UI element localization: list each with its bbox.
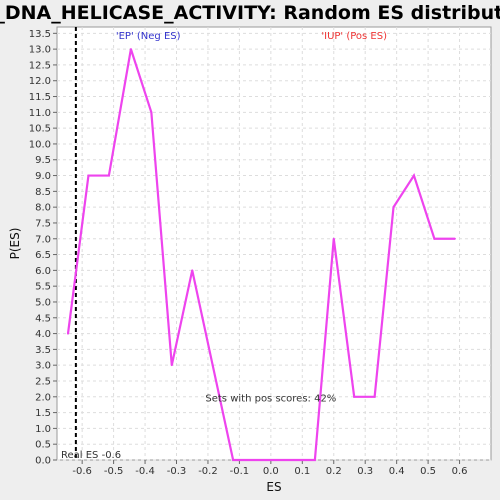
y-axis: 0.0 0.5 1.0 1.5 2.0 2.5 3.0 3.5 4.0 4.5 5.0 5.5 6.0 6…	[29, 29, 57, 467]
y-tick-label: 5.0	[35, 297, 51, 308]
x-axis: -0.6 -0.5 -0.4 -0.3 -0.2 -0.1 0.0 0.1 0.2 0.3 0.4 0…	[72, 460, 468, 477]
y-tick-label: 12.0	[29, 76, 51, 87]
y-tick-label: 9.0	[35, 171, 51, 182]
y-tick-label: 7.0	[35, 234, 51, 245]
y-tick-label: 9.5	[35, 155, 51, 166]
y-tick-label: 3.5	[35, 345, 51, 356]
y-tick-label: 0.0	[35, 456, 51, 467]
data-point	[170, 364, 173, 367]
data-point	[232, 459, 235, 461]
data-point	[191, 269, 194, 272]
y-tick-label: 13.0	[29, 45, 51, 56]
data-point	[313, 459, 316, 461]
x-tick-label: 0.5	[420, 466, 436, 477]
data-point	[433, 237, 436, 240]
data-point	[211, 364, 214, 367]
data-point	[412, 174, 415, 177]
y-tick-label: 2.0	[35, 392, 51, 403]
y-tick-label: 4.0	[35, 329, 51, 340]
x-tick-label: 0.4	[389, 466, 405, 477]
y-tick-label: 7.5	[35, 218, 51, 229]
y-tick-label: 2.5	[35, 376, 51, 387]
x-tick-label: -0.4	[135, 466, 155, 477]
x-tick-label: 0.3	[357, 466, 373, 477]
x-axis-label: ES	[266, 480, 281, 494]
data-point	[150, 111, 153, 114]
data-point	[87, 174, 90, 177]
grid	[57, 27, 491, 461]
y-tick-label: 5.5	[35, 282, 51, 293]
series-group	[66, 48, 456, 462]
y-tick-label: 13.5	[29, 29, 51, 40]
y-tick-label: 8.5	[35, 187, 51, 198]
data-point	[373, 395, 376, 398]
series-line	[66, 48, 455, 462]
y-tick-label: 11.0	[29, 108, 51, 119]
data-point	[353, 395, 356, 398]
data-point	[332, 237, 335, 240]
pos-scores-annotation: Sets with pos scores: 42%	[205, 394, 336, 405]
data-point	[252, 459, 255, 461]
x-tick-label: -0.5	[104, 466, 124, 477]
y-tick-label: 4.5	[35, 313, 51, 324]
x-tick-label: -0.3	[167, 466, 187, 477]
x-tick-label: 0.0	[263, 466, 279, 477]
pos-es-label: 'IUP' (Pos ES)	[321, 31, 387, 42]
y-tick-label: 0.5	[35, 440, 51, 451]
data-point	[453, 237, 456, 240]
y-tick-label: 3.0	[35, 361, 51, 372]
y-tick-label: 10.5	[29, 124, 51, 135]
y-tick-label: 10.0	[29, 139, 51, 150]
x-tick-label: -0.1	[230, 466, 250, 477]
x-tick-label: 0.2	[326, 466, 342, 477]
y-axis-label: P(ES)	[8, 228, 22, 260]
data-point	[293, 459, 296, 461]
y-tick-label: 8.0	[35, 203, 51, 214]
data-point	[392, 206, 395, 209]
y-tick-label: 1.0	[35, 424, 51, 435]
data-point	[67, 332, 70, 335]
data-point	[273, 459, 275, 461]
y-tick-label: 12.5	[29, 60, 51, 71]
plot-area	[56, 26, 492, 461]
real-es-label: Real ES -0.6	[61, 450, 121, 461]
x-tick-label: 0.6	[452, 466, 468, 477]
y-tick-label: 6.5	[35, 250, 51, 261]
x-tick-label: -0.6	[72, 466, 92, 477]
data-point	[107, 174, 110, 177]
neg-es-label: 'EP' (Neg ES)	[116, 31, 181, 42]
x-tick-label: -0.2	[198, 466, 218, 477]
data-point	[129, 48, 132, 51]
y-tick-label: 1.5	[35, 408, 51, 419]
x-tick-label: 0.1	[294, 466, 310, 477]
chart-title: GO_DNA_HELICASE_ACTIVITY: Random ES dist…	[0, 2, 500, 24]
y-tick-label: 11.5	[29, 92, 51, 103]
y-tick-label: 6.0	[35, 266, 51, 277]
